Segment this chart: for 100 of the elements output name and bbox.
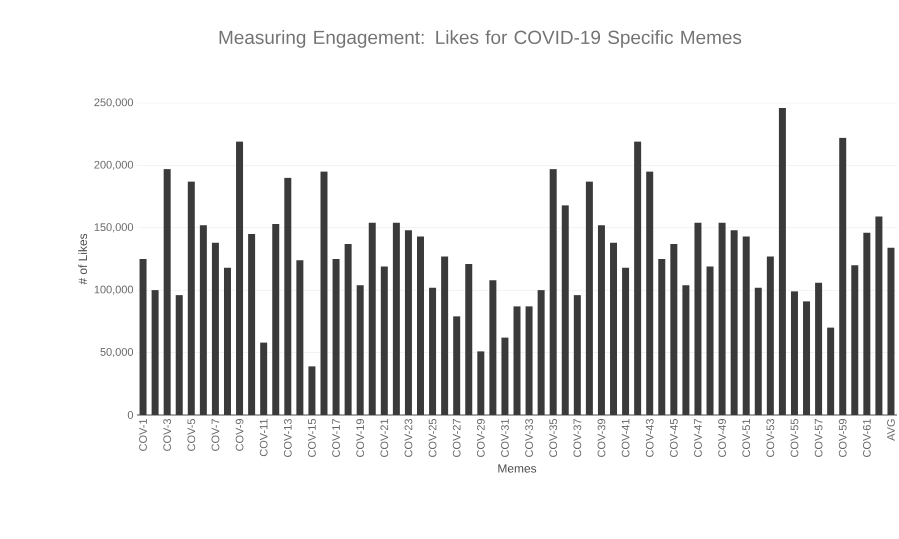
x-tick-label: COV-49 (718, 419, 726, 457)
x-tick-label: COV-47 (694, 419, 702, 457)
bar (538, 290, 545, 415)
bar (742, 236, 750, 415)
x-tick-label: COV-15 (308, 418, 316, 457)
x-tick-label: COV-25 (428, 418, 436, 457)
x-tick-label: COV-37 (573, 419, 582, 457)
bar (682, 285, 690, 415)
bar (164, 169, 171, 415)
bar (417, 236, 424, 415)
bar (380, 266, 388, 415)
bar (839, 138, 846, 415)
x-tick-label: COV-3 (163, 418, 172, 451)
x-tick-label: COV-21 (380, 419, 388, 457)
bar (152, 290, 159, 415)
bar (766, 256, 774, 415)
x-tick-label: COV-11 (260, 419, 268, 456)
x-tick-label: COV-29 (476, 419, 485, 457)
bar (887, 248, 894, 415)
bar (718, 222, 726, 415)
x-axis-title: Memes (498, 464, 536, 473)
x-tick-label: COV-55 (790, 418, 798, 457)
bar (863, 232, 870, 415)
bar (550, 169, 557, 415)
y-tick-label: 0 (128, 411, 134, 419)
bar (453, 316, 460, 415)
bar (356, 285, 364, 415)
bar (586, 182, 593, 415)
y-tick-label: 250,000 (94, 98, 134, 108)
bar (646, 172, 654, 415)
x-tick-label: COV-17 (332, 419, 340, 457)
y-tick-label: 150,000 (94, 223, 134, 232)
bar (465, 264, 472, 415)
bar (260, 342, 268, 415)
bar (188, 182, 195, 415)
x-tick-label: COV-9 (236, 419, 244, 451)
x-tick-label: COV-31 (501, 419, 509, 457)
bar (658, 258, 666, 415)
x-tick-label: COV-61 (862, 419, 871, 457)
bar (778, 108, 786, 415)
y-axis-title: # of Likes (78, 234, 88, 285)
bar (851, 265, 858, 415)
x-tick-label: COV-27 (452, 419, 461, 457)
bar (296, 260, 304, 415)
x-tick-label: COV-19 (356, 419, 364, 457)
x-tick-label: COV-1 (139, 419, 147, 451)
bar (598, 225, 605, 415)
y-tick-label: 100,000 (94, 286, 134, 295)
bar (514, 306, 521, 415)
chart-title: Measuring Engagement: Likes for COVID-19 Specific Memes (220, 30, 742, 48)
x-tick-label: COV-23 (404, 418, 412, 457)
x-tick-label: COV-7 (212, 419, 220, 451)
bar (272, 224, 280, 415)
bar (501, 338, 508, 415)
bar (694, 222, 702, 415)
x-tick-label: COV-13 (284, 418, 292, 457)
y-tick-label: 50,000 (100, 348, 134, 358)
bar (344, 244, 352, 415)
bar (574, 295, 581, 415)
bar (730, 230, 738, 415)
bar (562, 205, 569, 415)
bar (284, 178, 292, 415)
x-tick-label: COV-57 (814, 419, 822, 457)
x-tick-label: COV-51 (742, 419, 750, 457)
bar (489, 280, 496, 415)
x-tick-label: COV-33 (525, 418, 533, 457)
bar (429, 288, 436, 415)
bar (176, 295, 183, 415)
bar (815, 282, 822, 415)
bar (875, 216, 882, 415)
bar (634, 142, 642, 415)
bar (670, 244, 678, 415)
bar (368, 222, 376, 415)
bar (706, 266, 714, 415)
bar (200, 225, 207, 415)
x-tick-label: COV-41 (622, 419, 630, 457)
bar (236, 142, 244, 415)
bar (526, 306, 533, 415)
x-tick-label: COV-39 (598, 419, 606, 457)
bar (790, 291, 798, 415)
bar (404, 230, 412, 415)
x-tick-label: COV-53 (766, 418, 774, 457)
x-tick-label: COV-35 (549, 418, 558, 457)
bar (140, 258, 147, 415)
bar (477, 351, 484, 415)
x-tick-label: COV-45 (670, 418, 678, 457)
bar (754, 288, 762, 415)
bar (392, 222, 400, 415)
y-tick-label: 200,000 (94, 160, 134, 170)
bar (622, 268, 630, 415)
bar (827, 328, 834, 415)
x-tick-label: COV-43 (646, 418, 654, 457)
bar (441, 256, 448, 415)
bar (332, 258, 340, 415)
bar (212, 242, 219, 415)
bar (320, 172, 328, 415)
bar (248, 234, 256, 415)
bar (610, 242, 618, 415)
x-tick-label: AVG (887, 419, 895, 441)
x-tick-label: COV-59 (838, 419, 847, 457)
